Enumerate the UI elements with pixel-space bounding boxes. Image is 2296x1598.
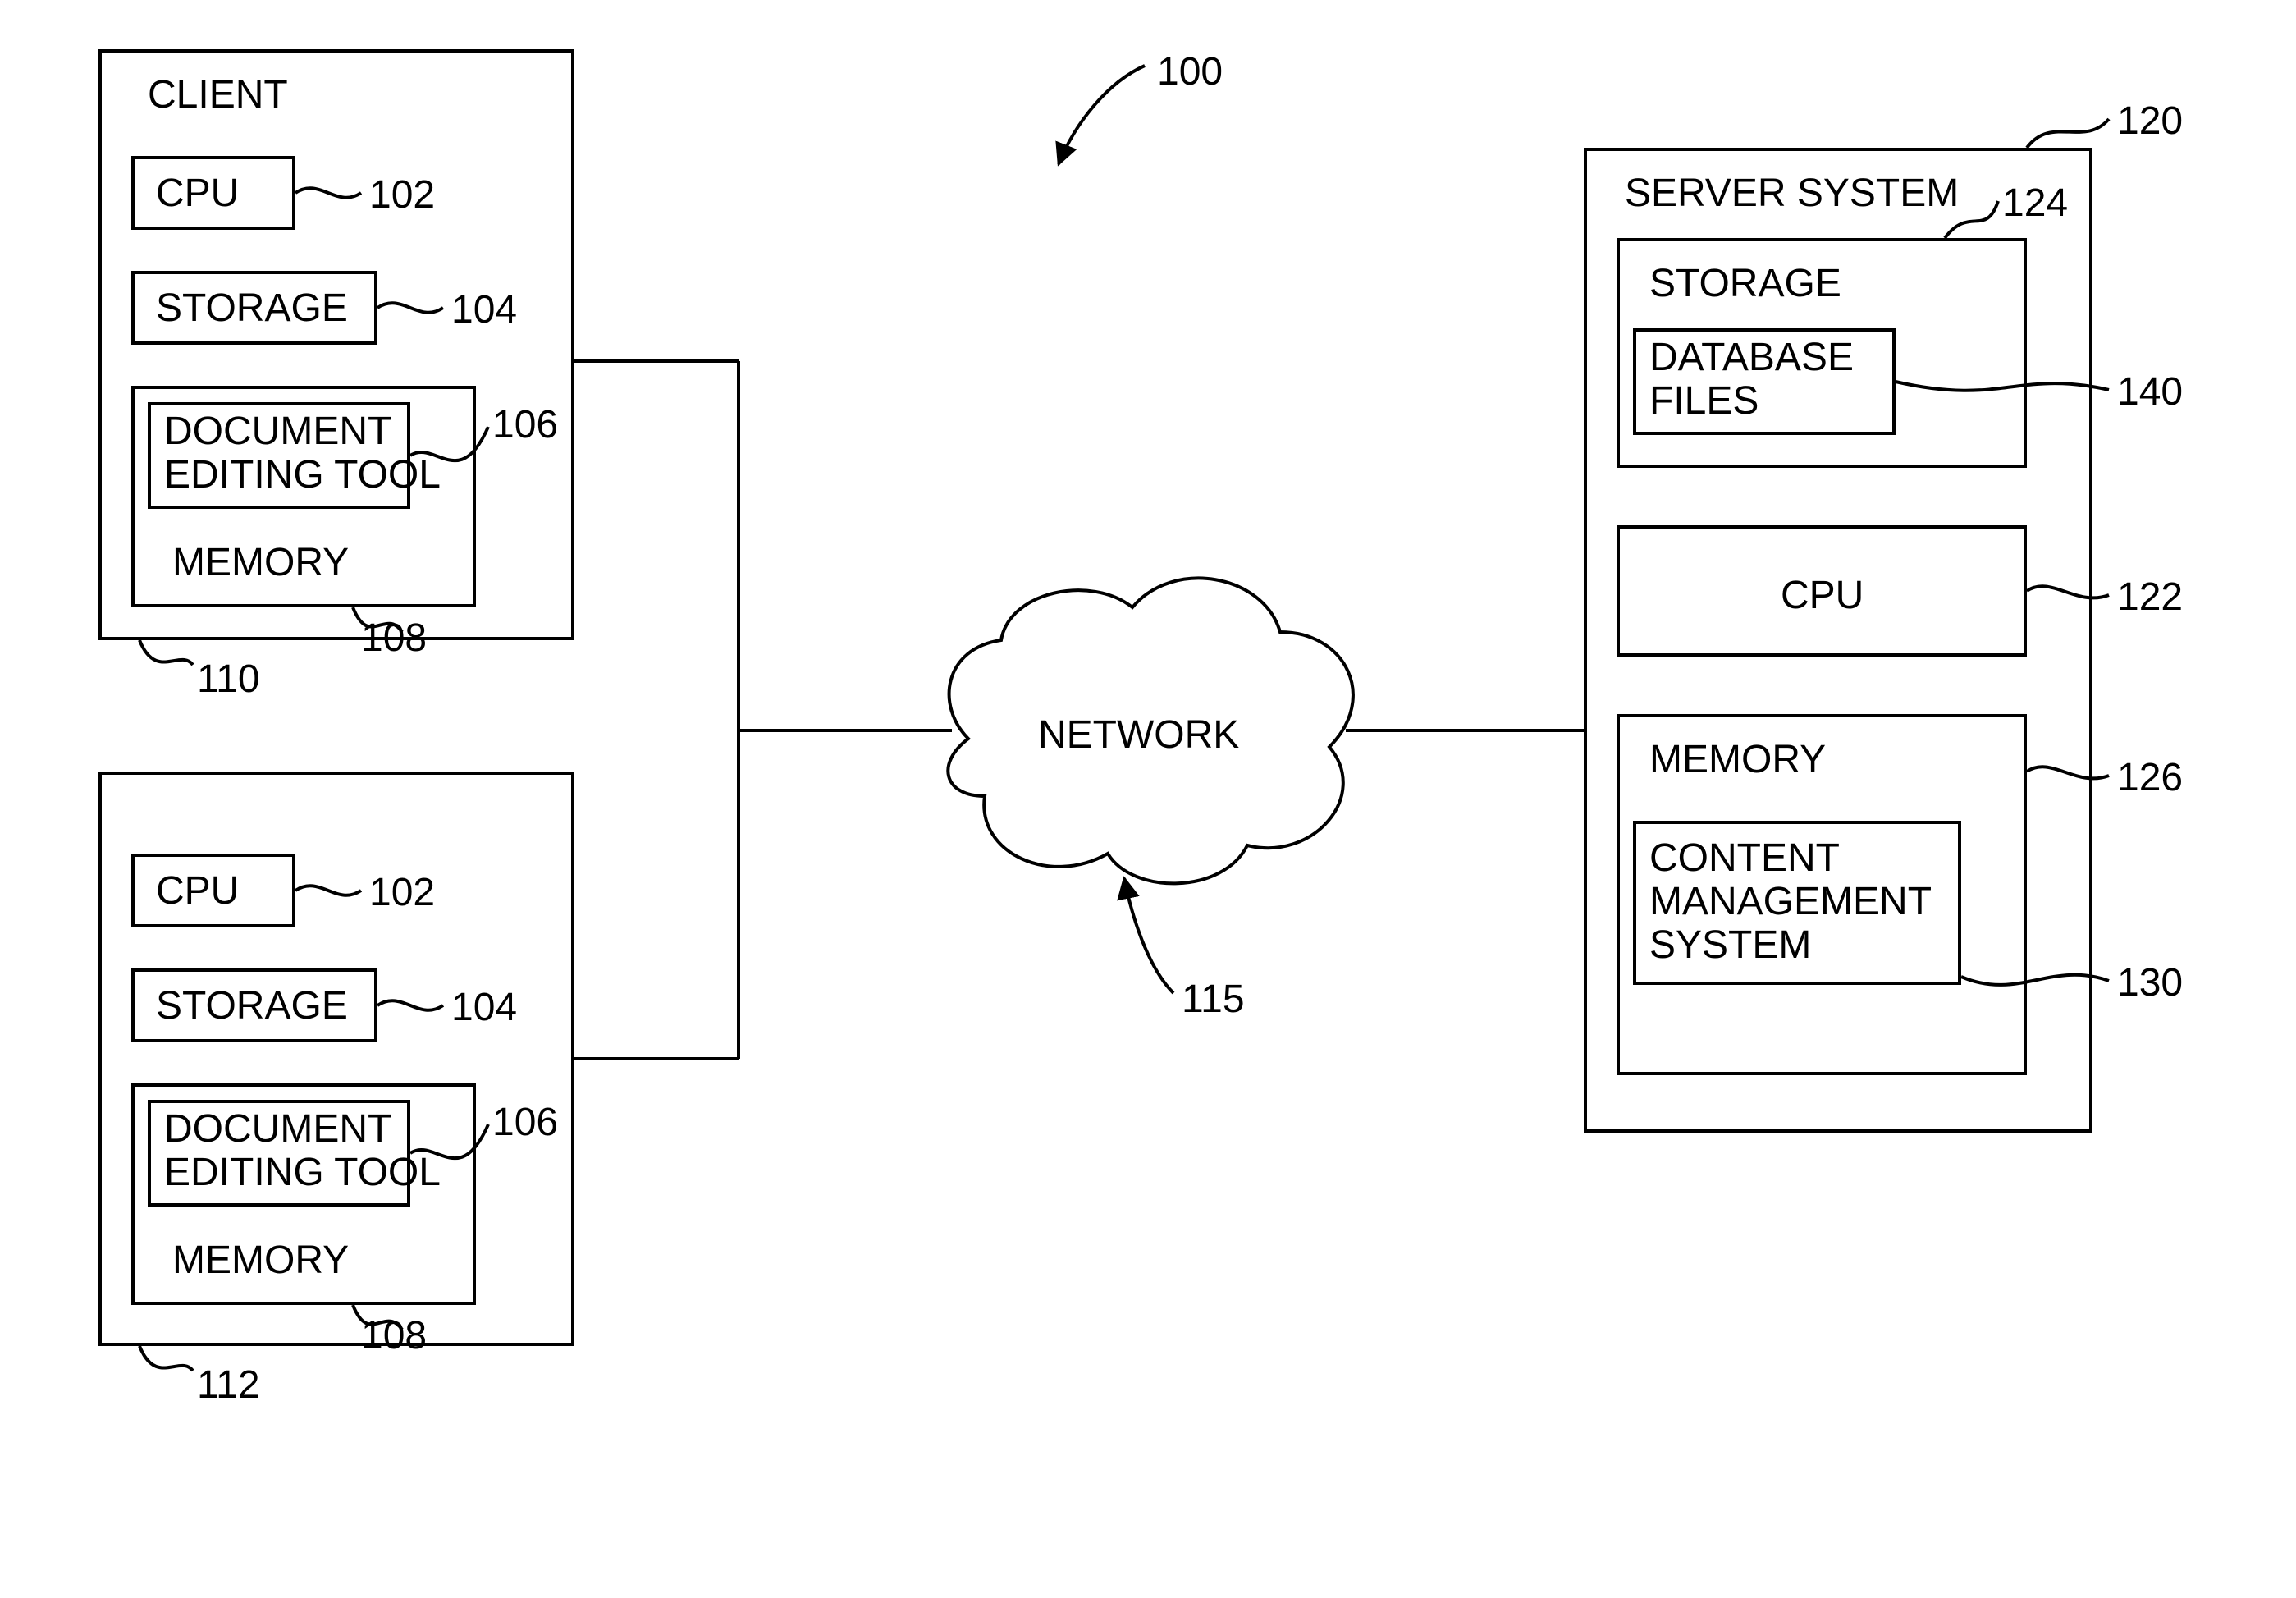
diagram-svg [0,0,2296,1598]
network-cloud [948,578,1353,883]
